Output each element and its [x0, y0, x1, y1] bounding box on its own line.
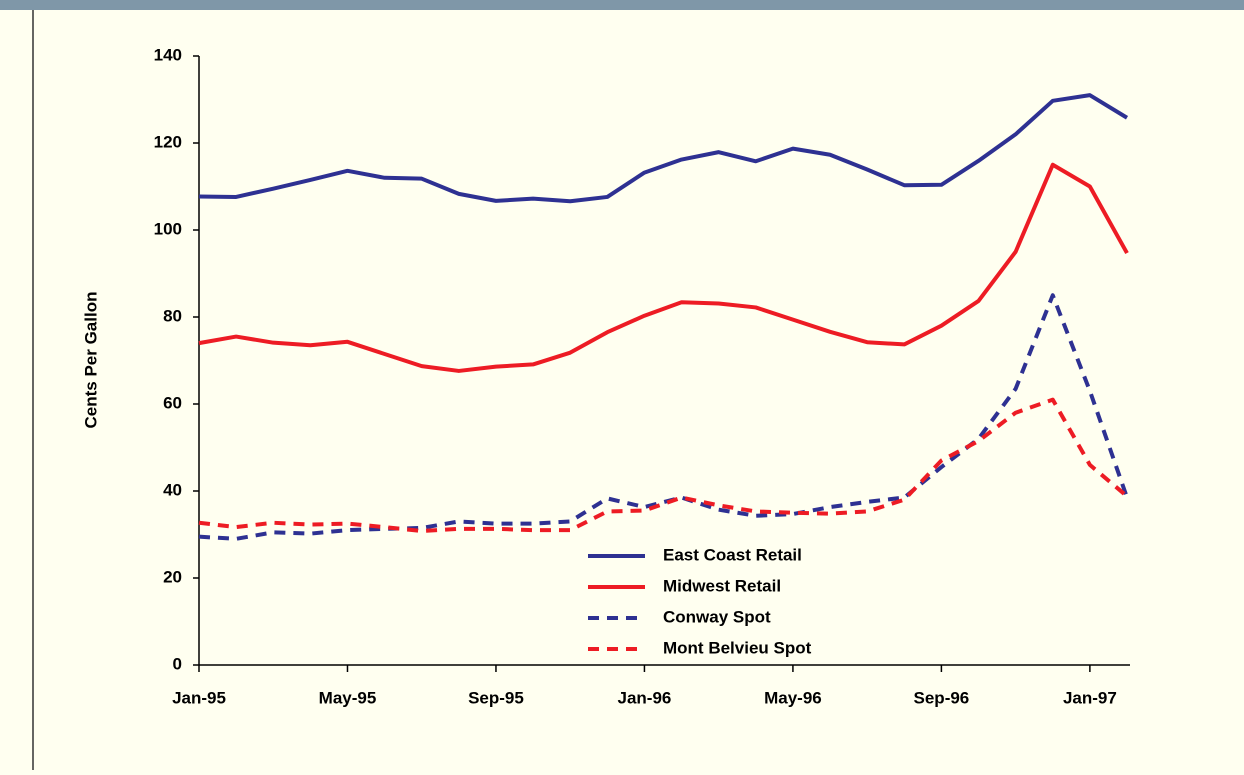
y-tick-label: 20	[163, 567, 182, 586]
y-tick-label: 140	[154, 45, 182, 64]
top-band	[0, 0, 1244, 10]
y-tick-label: 60	[163, 393, 182, 412]
x-tick-label: Sep-96	[914, 688, 970, 707]
x-tick-label: Jan-95	[172, 688, 226, 707]
x-tick-label: Jan-97	[1063, 688, 1117, 707]
y-tick-label: 0	[173, 654, 182, 673]
x-tick-label: Sep-95	[468, 688, 524, 707]
legend-label: Mont Belvieu Spot	[663, 638, 812, 657]
y-tick-label: 120	[154, 132, 182, 151]
series-line	[198, 293, 1129, 541]
series-line	[198, 397, 1129, 534]
x-tick-label: May-96	[764, 688, 822, 707]
legend-label: Conway Spot	[663, 607, 771, 626]
series-line	[198, 93, 1129, 204]
y-tick-label: 100	[154, 219, 182, 238]
y-tick-label: 40	[163, 480, 182, 499]
legend-label: East Coast Retail	[663, 545, 802, 564]
legend-label: Midwest Retail	[663, 576, 781, 595]
y-axis-label: Cents Per Gallon	[81, 292, 100, 429]
x-tick-label: May-95	[319, 688, 377, 707]
y-tick-label: 80	[163, 306, 182, 325]
series-line	[198, 162, 1129, 373]
x-tick-label: Jan-96	[618, 688, 672, 707]
